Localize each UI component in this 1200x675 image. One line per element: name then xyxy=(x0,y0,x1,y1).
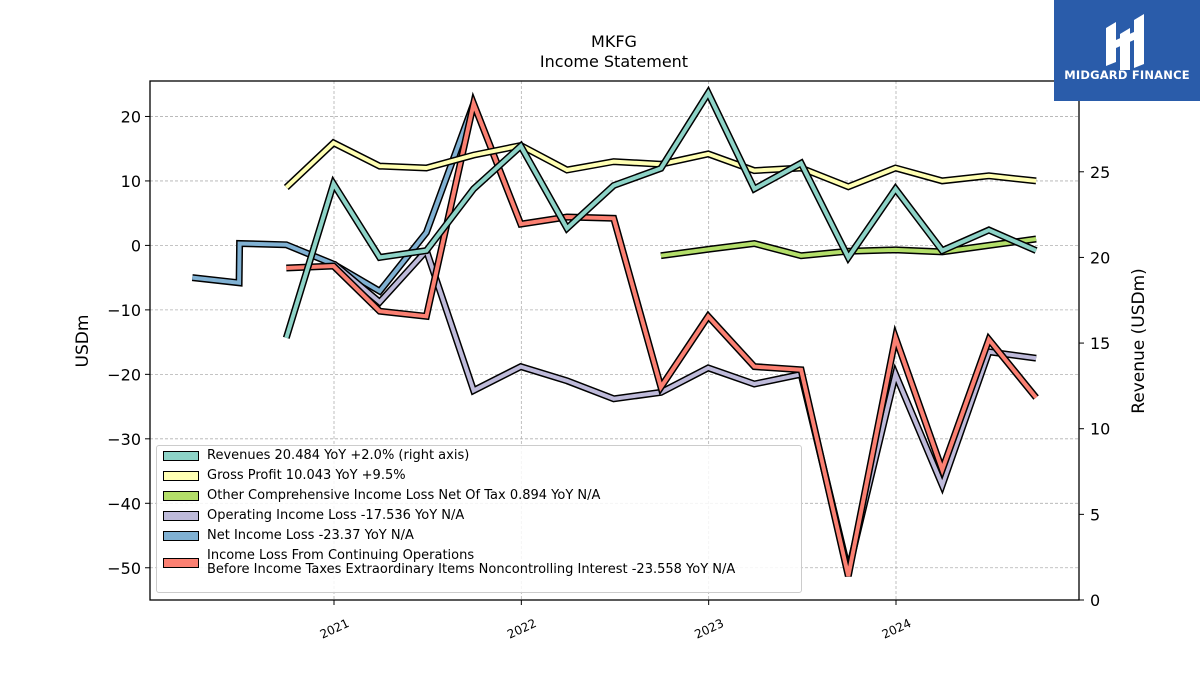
y-axis-label-right: Revenue (USDm) xyxy=(1129,268,1149,414)
y-tick-label-right: 5 xyxy=(1090,505,1100,524)
logo-text: MIDGARD FINANCE xyxy=(1064,68,1190,82)
y-tick-label-left: −20 xyxy=(107,365,141,384)
series-line xyxy=(332,246,1037,572)
y-tick-label-right: 0 xyxy=(1090,591,1100,610)
midgard-logo-mark-icon xyxy=(1106,14,1144,70)
y-tick-label-left: 10 xyxy=(121,172,141,191)
legend-item: Operating Income Loss -17.536 YoY N/A xyxy=(163,509,795,523)
legend-item: Other Comprehensive Income Loss Net Of T… xyxy=(163,489,795,503)
x-tick-label: 2021 xyxy=(318,616,352,642)
legend-swatch xyxy=(163,471,199,481)
axis-ticks: 20 10 0 −10 −20 −30 −40 −50 2021 2022 2023 2024 25 20… xyxy=(107,107,1110,641)
legend-label: Net Income Loss -23.37 YoY N/A xyxy=(207,528,414,543)
y-tick-label-right: 20 xyxy=(1090,248,1110,267)
legend-item: Net Income Loss -23.37 YoY N/A xyxy=(163,529,795,543)
midgard-finance-logo: MIDGARD FINANCE xyxy=(1054,0,1200,101)
legend-swatch xyxy=(163,491,199,501)
chart-subtitle: Income Statement xyxy=(540,52,688,71)
legend-label: Operating Income Loss -17.536 YoY N/A xyxy=(207,508,465,523)
legend-swatch xyxy=(163,451,199,461)
y-tick-label-left: −40 xyxy=(107,494,141,513)
chart-title: MKFG xyxy=(591,32,637,51)
y-tick-label-left: −50 xyxy=(107,559,141,578)
y-axis-label-left: USDm xyxy=(73,315,93,368)
legend-label: Gross Profit 10.043 YoY +9.5% xyxy=(207,468,406,483)
x-tick-label: 2023 xyxy=(692,616,726,642)
series-line xyxy=(286,96,1038,577)
y-tick-label-right: 25 xyxy=(1090,163,1110,182)
y-tick-label-left: 0 xyxy=(131,236,141,255)
legend-item: Gross Profit 10.043 YoY +9.5% xyxy=(163,469,795,483)
y-tick-label-right: 10 xyxy=(1090,420,1110,439)
legend-label: Revenues 20.484 YoY +2.0% (right axis) xyxy=(207,448,470,463)
legend-swatch xyxy=(163,511,199,521)
y-tick-label-left: −30 xyxy=(107,430,141,449)
series-line-outline xyxy=(282,85,1038,339)
series-group xyxy=(282,85,1038,339)
chart-legend: Revenues 20.484 YoY +2.0% (right axis) Gr… xyxy=(156,445,802,593)
series-line xyxy=(284,88,1037,339)
y-tick-label-left: −10 xyxy=(107,301,141,320)
series-layer xyxy=(191,85,1039,577)
legend-label: Other Comprehensive Income Loss Net Of T… xyxy=(207,488,601,503)
x-tick-label: 2024 xyxy=(880,616,914,642)
legend-label: Income Loss From Continuing Operations B… xyxy=(207,548,736,577)
y-tick-label-left: 20 xyxy=(121,107,141,126)
legend-item: Revenues 20.484 YoY +2.0% (right axis) xyxy=(163,449,795,463)
legend-item: Income Loss From Continuing Operations B… xyxy=(163,549,795,577)
legend-swatch xyxy=(163,531,199,541)
series-group xyxy=(331,243,1037,572)
plot-frame xyxy=(149,80,1080,601)
legend-swatch xyxy=(163,558,199,568)
y-tick-label-right: 15 xyxy=(1090,334,1110,353)
series-group xyxy=(286,91,1039,577)
x-tick-label: 2022 xyxy=(505,616,539,642)
